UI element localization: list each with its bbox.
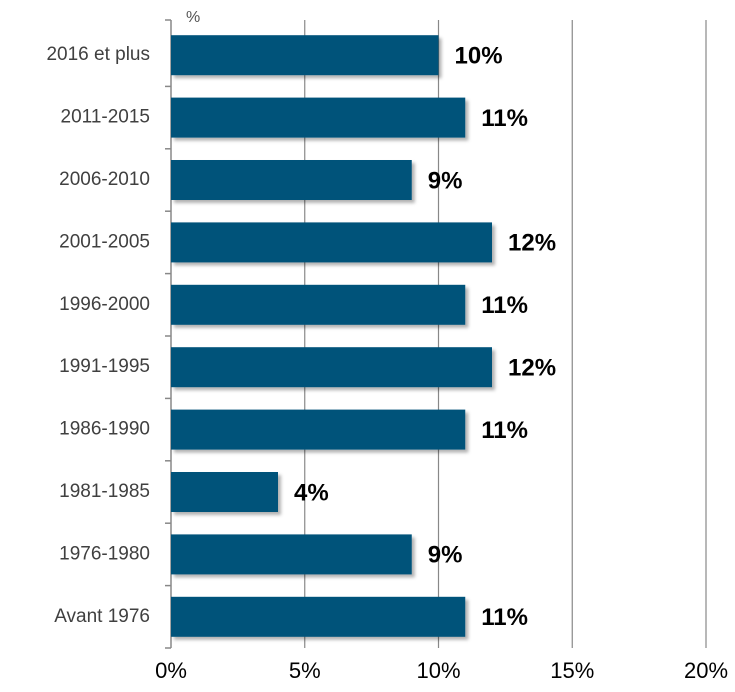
bar [171,534,412,575]
data-label: 11% [481,417,528,444]
bar [171,222,492,263]
y-tick-label: 2006-2010 [59,169,150,190]
y-tick-label: 2016 et plus [46,44,150,65]
bar [171,35,439,76]
bar [171,284,466,325]
data-label: 9% [428,542,463,569]
y-tick-label: 1976-1980 [59,543,150,564]
x-tick-label: 0% [155,658,187,683]
data-label: 4% [294,479,329,506]
data-label: 9% [428,167,463,194]
data-label: 10% [455,43,503,70]
y-tick-label: 1996-2000 [59,294,150,315]
y-tick-label: 1981-1985 [59,481,150,502]
bar [171,596,466,637]
x-tick-label: 20% [684,658,728,683]
bar [171,472,278,512]
x-tick-label: 10% [416,658,460,683]
data-label: 11% [481,105,528,132]
y-tick-label: 2011-2015 [61,107,150,128]
y-tick-label: 1986-1990 [59,419,150,440]
y-tick-label: Avant 1976 [54,606,150,627]
data-label: 11% [481,604,528,631]
y-tick-label: 1991-1995 [59,356,150,377]
unit-label: % [186,9,200,26]
y-tick-label: 2001-2005 [59,231,150,252]
x-tick-label: 15% [550,658,594,683]
data-label: 12% [508,230,556,257]
bar [171,160,412,200]
x-tick-label: 5% [289,658,321,683]
data-label: 11% [481,292,528,319]
bar [171,409,466,450]
bar [171,97,466,138]
data-label: 12% [508,355,556,382]
bar [171,347,492,388]
